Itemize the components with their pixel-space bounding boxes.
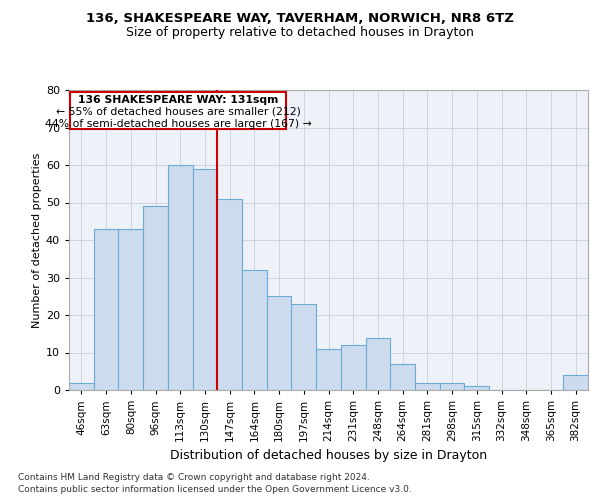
Y-axis label: Number of detached properties: Number of detached properties [32,152,41,328]
Bar [365,338,390,390]
Bar [440,382,464,390]
Bar [415,382,440,390]
Text: Size of property relative to detached houses in Drayton: Size of property relative to detached ho… [126,26,474,39]
Bar [267,296,292,390]
Bar [390,364,415,390]
X-axis label: Distribution of detached houses by size in Drayton: Distribution of detached houses by size … [170,450,487,462]
Bar [292,304,316,390]
Text: 44% of semi-detached houses are larger (167) →: 44% of semi-detached houses are larger (… [45,119,312,129]
Bar [193,169,217,390]
Text: ← 55% of detached houses are smaller (212): ← 55% of detached houses are smaller (21… [56,107,301,117]
Bar [118,229,143,390]
Bar [242,270,267,390]
Bar [563,375,588,390]
Text: 136, SHAKESPEARE WAY, TAVERHAM, NORWICH, NR8 6TZ: 136, SHAKESPEARE WAY, TAVERHAM, NORWICH,… [86,12,514,26]
Bar [341,345,365,390]
Text: Contains HM Land Registry data © Crown copyright and database right 2024.: Contains HM Land Registry data © Crown c… [18,472,370,482]
Bar [464,386,489,390]
Bar [316,349,341,390]
Bar [69,382,94,390]
Bar [217,198,242,390]
Text: 136 SHAKESPEARE WAY: 131sqm: 136 SHAKESPEARE WAY: 131sqm [78,95,278,105]
FancyBboxPatch shape [70,92,286,130]
Bar [168,165,193,390]
Bar [94,229,118,390]
Bar [143,206,168,390]
Text: Contains public sector information licensed under the Open Government Licence v3: Contains public sector information licen… [18,485,412,494]
